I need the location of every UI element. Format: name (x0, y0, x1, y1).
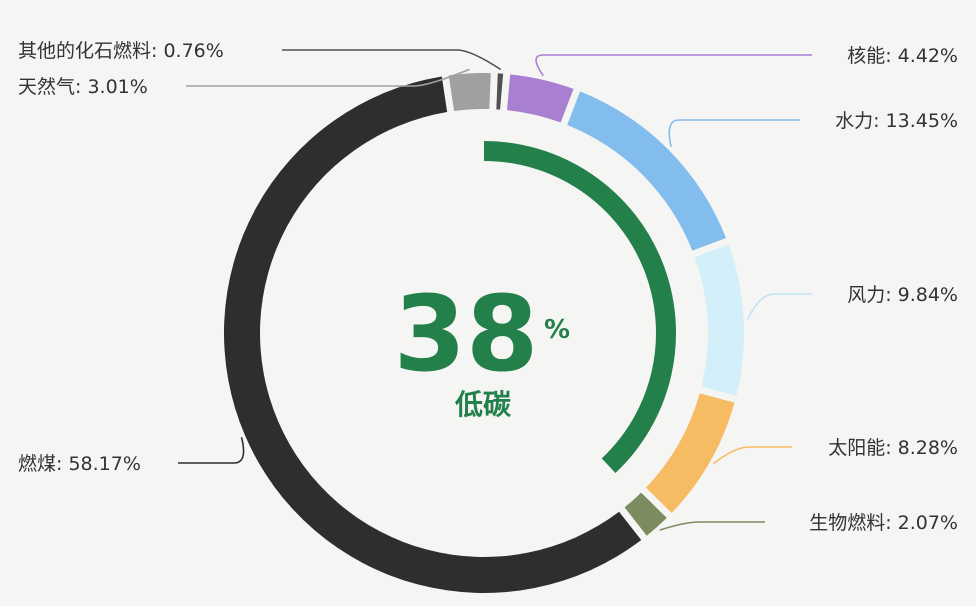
slice-label-8: 其他的化石燃料: 0.76% (18, 40, 224, 62)
low-carbon-arc (483, 141, 676, 473)
leader-line-8 (282, 49, 502, 71)
leader-line-4 (712, 446, 792, 465)
slice-label-7: 天然气: 3.01% (18, 76, 148, 98)
slice-label-1: 核能: 4.42% (847, 45, 958, 67)
slice-3 (694, 244, 744, 396)
label-leaders (178, 49, 812, 531)
leader-line-5 (659, 521, 765, 531)
slice-6 (223, 76, 642, 594)
leader-line-6 (178, 437, 245, 464)
slice-8 (496, 73, 504, 110)
leader-line-2 (668, 119, 800, 147)
slice-label-6: 燃煤: 58.17% (18, 453, 141, 475)
slice-label-4: 太阳能: 8.28% (828, 437, 958, 459)
slice-1 (507, 74, 574, 123)
center-caption: 低碳 (454, 388, 512, 421)
slice-4 (646, 393, 735, 513)
slice-label-2: 水力: 13.45% (835, 110, 958, 132)
slice-label-5: 生物燃料: 2.07% (809, 512, 958, 534)
donut-slices (223, 73, 744, 594)
leader-line-3 (746, 293, 812, 320)
slice-labels: 核能: 4.42% 水力: 13.45% 风力: 9.84% 太阳能: 8.28% 生物… (18, 40, 958, 534)
center-readout: 38 % 低碳 (394, 273, 570, 421)
slice-2 (567, 91, 727, 251)
slice-7 (448, 73, 491, 112)
center-value: 38 (394, 273, 539, 395)
leader-line-1 (535, 54, 812, 77)
center-unit: % (544, 315, 570, 345)
leader-line-7 (186, 68, 470, 87)
slice-label-3: 风力: 9.84% (847, 284, 958, 306)
low-carbon-gauge (483, 141, 676, 473)
slice-5 (624, 492, 667, 536)
